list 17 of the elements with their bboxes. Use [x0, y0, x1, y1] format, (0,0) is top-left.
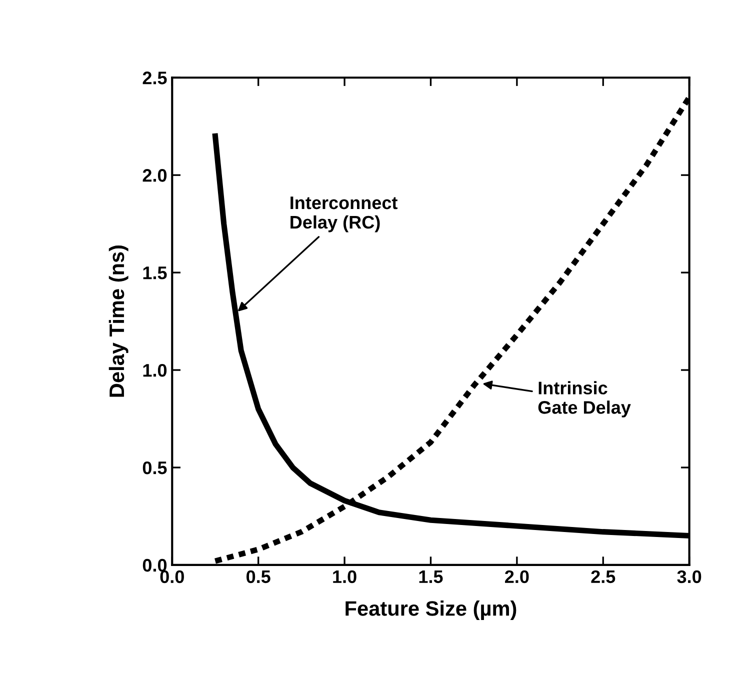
y-tick-label: 2.5 — [142, 72, 167, 84]
x-tick-label: 2.5 — [591, 570, 616, 584]
annotation: Intrinsic Gate Delay — [538, 381, 631, 418]
x-tick-label: 1.5 — [419, 570, 443, 584]
y-tick-label: 0.0 — [142, 558, 167, 572]
x-tick-label: 0.5 — [246, 570, 270, 584]
x-tick-label: 2.0 — [505, 570, 529, 584]
y-tick-label: 2.0 — [142, 169, 167, 182]
y-tick-label: 1.5 — [143, 266, 167, 280]
x-axis-title: Feature Size (µm) — [346, 600, 516, 620]
x-tick-label: 0.0 — [160, 570, 184, 584]
y-tick-label: 0.5 — [142, 461, 167, 474]
y-tick-label: 1.0 — [143, 364, 167, 377]
x-tick-label: 1.0 — [333, 570, 356, 584]
annotation: Interconnect Delay (RC) — [290, 196, 398, 232]
x-tick-label: 3.0 — [677, 570, 702, 584]
y-axis-title: Delay Time (ns) — [108, 246, 128, 397]
